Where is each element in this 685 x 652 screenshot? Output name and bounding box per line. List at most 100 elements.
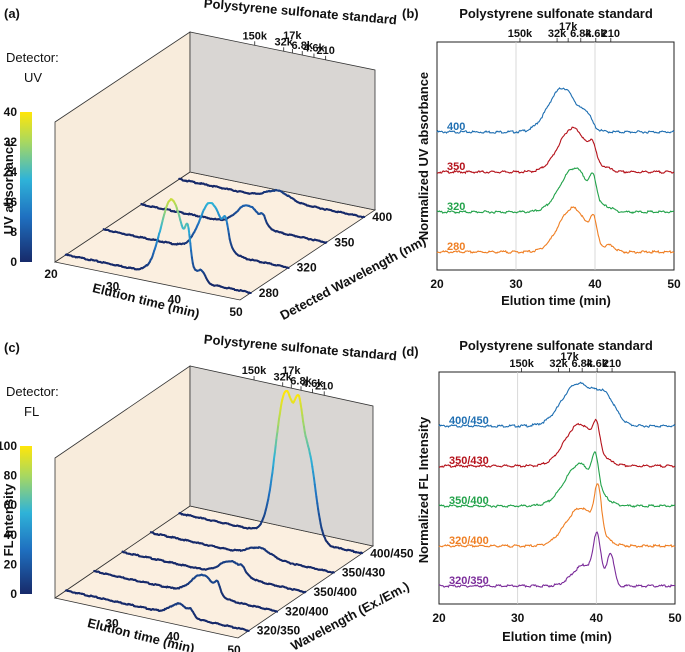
panel-c-title: Polystyrene sulfonate standard: [203, 332, 397, 364]
series-label: 320/350: [449, 575, 489, 587]
panel-c-curves: [64, 390, 364, 632]
mw-label: 150k: [242, 365, 267, 377]
series-line: [438, 418, 676, 469]
series-line-segment: [269, 477, 273, 486]
y-tick-label: 400/450: [370, 546, 414, 560]
panel-b-plot-frame: [436, 41, 675, 271]
panel-a-detector-value: UV: [24, 70, 42, 85]
series-line-segment: [272, 457, 275, 468]
colorbar-tick-label: 0: [10, 255, 17, 269]
series-line: [438, 451, 676, 509]
panel-c-colorbar: [20, 446, 32, 594]
series-line-segment: [313, 483, 317, 492]
panel-d-x-label: Elution time (min): [502, 629, 612, 644]
series-line-segment: [314, 489, 318, 498]
colorbar-tick-label: 24: [4, 165, 18, 179]
panel-a-y-ticks: 280 320 350 400: [259, 210, 393, 300]
panel-d-label: (d): [402, 344, 419, 359]
series-line-segment: [324, 241, 328, 244]
panel-c-y-ticks: 320/350 320/400 350/400 350/430 400/450: [257, 546, 414, 637]
y-tick-label: 400: [372, 210, 392, 224]
series-label: 320/400: [449, 535, 489, 547]
panel-b-curves: [436, 87, 675, 254]
series-label: 400: [447, 121, 465, 133]
panel-b-title: Polystyrene sulfonate standard: [459, 6, 653, 21]
panel-c-walls: [54, 365, 374, 639]
panel-d-series-labels: 400/450 350/430 350/400 320/400 320/350: [449, 415, 489, 587]
colorbar-tick-label: 20: [4, 557, 18, 571]
panel-d-fl-normalized: (d) Polystyrene sulfonate standard 150k 3…: [402, 338, 682, 644]
panel-a-x-ticks: 20 30 40 50: [44, 267, 243, 319]
mw-label: 17k: [282, 365, 301, 377]
series-line-segment: [274, 437, 278, 447]
x-tick-label: 50: [229, 305, 243, 319]
panel-d-title: Polystyrene sulfonate standard: [459, 338, 653, 353]
mw-label: 150k: [243, 30, 268, 42]
panel-d-gridlines: [517, 372, 597, 604]
x-tick-label: 50: [668, 611, 682, 625]
x-tick-label: 40: [168, 292, 182, 306]
panel-a-uv-3d: (a) Polystyrene sulfonate standard Detec…: [1, 0, 428, 323]
colorbar-tick-label: 0: [10, 587, 17, 601]
mw-label: 210: [602, 28, 620, 40]
series-label: 400/450: [449, 415, 489, 427]
panel-a-colorbar: [20, 112, 32, 262]
mw-label: 210: [603, 358, 621, 370]
series-line-segment: [189, 242, 193, 252]
colorbar-tick-label: 40: [4, 105, 18, 119]
y-tick-label: 350: [334, 235, 354, 249]
mw-label: 4.6k: [586, 358, 608, 370]
series-line: [436, 167, 675, 215]
panel-c-detector-label: Detector:: [6, 384, 59, 399]
y-tick-label: 350/400: [314, 585, 358, 599]
panel-b-uv-normalized: (b) Polystyrene sulfonate standard 150k 3…: [402, 6, 681, 308]
mw-label: 6.8k: [290, 375, 312, 387]
series-line-segment: [303, 590, 307, 594]
colorbar-tick-label: 32: [4, 135, 18, 149]
x-tick-label: 30: [511, 611, 525, 625]
panel-c-colorbar-ticks: 0 20 40 60 80 100: [0, 439, 17, 601]
series-line-segment: [315, 495, 319, 505]
series-line-segment: [301, 414, 305, 423]
series-label: 280: [447, 241, 465, 253]
mw-label: 6.8k: [571, 358, 593, 370]
panel-d-x-ticks: 20 30 40 50: [432, 611, 682, 625]
mw-label: 6.8k: [570, 28, 592, 40]
series-line-segment: [190, 249, 193, 259]
colorbar-tick-label: 100: [0, 439, 17, 453]
series-line: [438, 483, 676, 548]
panel-b-x-ticks: 20 30 40 50: [430, 277, 681, 291]
mw-label: 6.8k: [292, 40, 314, 52]
x-tick-label: 50: [227, 643, 241, 652]
series-line: [436, 87, 675, 134]
mw-label: 32k: [549, 358, 568, 370]
mw-label: 150k: [509, 358, 534, 370]
mw-label: 17k: [560, 351, 579, 363]
x-tick-label: 50: [667, 277, 681, 291]
panel-a-walls: [53, 31, 377, 301]
panel-c-fl-3d: (c) Polystyrene sulfonate standard Detec…: [0, 332, 414, 652]
mw-label: 150k: [508, 28, 533, 40]
back-wall: [189, 31, 376, 211]
series-line-segment: [188, 233, 192, 245]
series-line: [438, 381, 676, 428]
y-tick-label: 350/430: [342, 566, 386, 580]
panel-c-colorbar-label: FL Intensity: [1, 483, 16, 556]
panel-d-plot-frame: [438, 371, 676, 605]
y-tick-label: 320/350: [257, 624, 301, 638]
panel-b-label: (b): [402, 6, 419, 21]
series-label: 350: [447, 161, 465, 173]
panel-b-gridlines: [515, 42, 596, 270]
mw-label: 210: [315, 380, 333, 392]
mw-label: 4.6k: [303, 42, 325, 54]
series-line-segment: [187, 227, 191, 236]
series-line: [436, 126, 675, 175]
colorbar-tick-label: 40: [4, 528, 18, 542]
panel-d-curves: [438, 381, 676, 589]
x-tick-label: 30: [106, 280, 120, 294]
mw-label: 32k: [274, 371, 293, 383]
panel-b-x-label: Elution time (min): [501, 293, 611, 308]
